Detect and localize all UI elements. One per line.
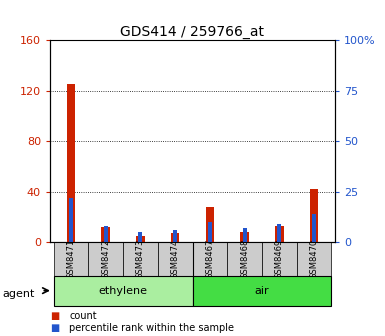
Text: agent: agent (2, 289, 34, 299)
Bar (275, 225, 284, 242)
Bar (243, 228, 246, 242)
Text: GSM8474: GSM8474 (171, 239, 180, 279)
Bar (171, 233, 179, 242)
Bar (67, 84, 75, 242)
Bar (136, 236, 145, 242)
Text: GSM8468: GSM8468 (240, 239, 249, 279)
Bar (227, 242, 262, 276)
Bar (310, 189, 318, 242)
Text: GSM8467: GSM8467 (205, 239, 214, 279)
Text: count: count (69, 311, 97, 321)
Bar (312, 214, 316, 242)
Text: ethylene: ethylene (99, 286, 147, 296)
Bar (262, 242, 297, 276)
Bar (104, 226, 107, 242)
Text: GSM8470: GSM8470 (310, 239, 319, 279)
Bar (206, 207, 214, 242)
Bar (69, 198, 73, 242)
Text: GSM8471: GSM8471 (66, 239, 75, 279)
Bar (88, 242, 123, 276)
Text: GSM8469: GSM8469 (275, 239, 284, 279)
Bar (54, 242, 88, 276)
Text: ■: ■ (50, 323, 59, 333)
Bar (173, 230, 177, 242)
Text: GSM8473: GSM8473 (136, 239, 145, 279)
Bar (101, 227, 110, 242)
Bar (158, 242, 192, 276)
Bar (297, 242, 331, 276)
Bar (192, 242, 227, 276)
Bar (208, 222, 212, 242)
Text: GSM8472: GSM8472 (101, 239, 110, 279)
Bar (139, 232, 142, 242)
Bar (192, 276, 331, 306)
Title: GDS414 / 259766_at: GDS414 / 259766_at (121, 25, 264, 39)
Bar (278, 224, 281, 242)
Bar (240, 232, 249, 242)
Text: ■: ■ (50, 311, 59, 321)
Bar (54, 276, 192, 306)
Text: percentile rank within the sample: percentile rank within the sample (69, 323, 234, 333)
Text: air: air (254, 286, 269, 296)
Bar (123, 242, 158, 276)
